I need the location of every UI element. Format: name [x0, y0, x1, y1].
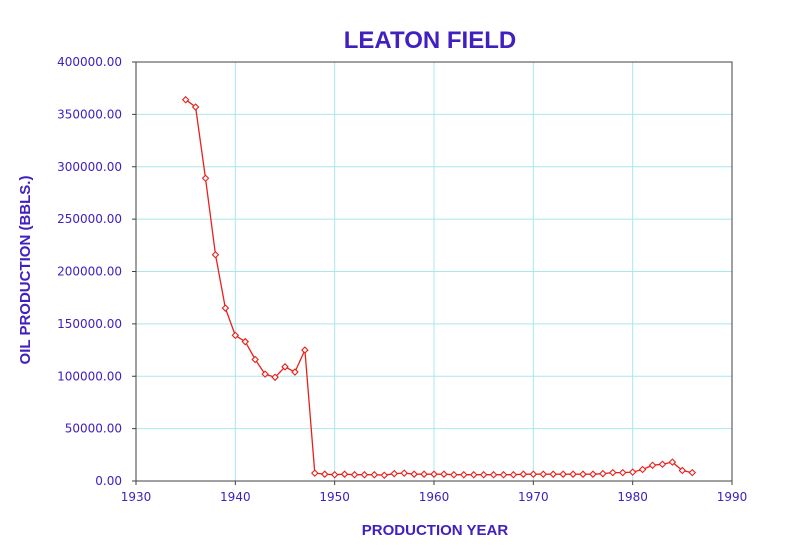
y-tick-label: 300000.00 [57, 160, 122, 174]
x-tick-label: 1980 [617, 490, 648, 504]
data-point [340, 470, 349, 478]
data-point [450, 470, 458, 479]
grid [136, 62, 732, 481]
x-tick-label: 1940 [220, 490, 251, 504]
y-tick-label: 250000.00 [57, 212, 122, 226]
data-point [201, 174, 210, 183]
y-axis-ticks: 0.00 50000.00 100000.00 150000.00 200000.00 2… [57, 55, 136, 488]
series-line [185, 99, 693, 476]
data-point [559, 470, 567, 478]
x-tick-label: 1960 [419, 490, 450, 504]
data-point [539, 470, 548, 478]
data-point [569, 470, 577, 478]
data-point [221, 304, 230, 312]
data-point [420, 470, 428, 478]
x-tick-label: 1930 [121, 490, 152, 504]
series [181, 95, 697, 480]
y-tick-label: 0.00 [95, 474, 122, 488]
y-axis-title: OIL PRODUCTION (BBLS.) [17, 176, 34, 365]
data-point [479, 470, 488, 479]
y-tick-label: 150000.00 [57, 317, 122, 331]
chart-title: LEATON FIELD [344, 27, 516, 54]
data-point [519, 470, 528, 478]
x-axis-ticks: 1930 1940 1950 1960 1970 1980 1990 [121, 481, 748, 504]
data-point [440, 470, 448, 478]
data-point [191, 103, 200, 111]
data-point [658, 460, 667, 469]
data-point [311, 469, 319, 477]
data-point [579, 470, 587, 478]
data-point [589, 470, 597, 478]
data-point [628, 468, 637, 476]
data-point [410, 470, 418, 478]
data-point [350, 470, 359, 479]
data-point [599, 469, 607, 478]
data-point [678, 466, 687, 475]
y-tick-label: 350000.00 [57, 107, 122, 121]
x-tick-label: 1970 [518, 490, 549, 504]
x-tick-label: 1950 [319, 490, 350, 504]
data-point [360, 470, 369, 479]
data-point [380, 471, 389, 480]
data-point [460, 470, 468, 479]
data-point [509, 470, 518, 479]
data-point [469, 470, 478, 479]
data-point [489, 470, 498, 479]
data-point [231, 331, 240, 340]
data-point [648, 461, 657, 470]
data-point [241, 337, 250, 346]
data-point [609, 468, 617, 477]
y-tick-label: 50000.00 [65, 422, 122, 436]
data-point [549, 470, 557, 478]
x-axis-title: PRODUCTION YEAR [362, 522, 509, 539]
data-point [529, 470, 538, 478]
data-point [261, 370, 269, 378]
data-point [271, 373, 279, 382]
data-point [499, 470, 508, 479]
data-point [618, 468, 627, 477]
data-point [390, 469, 399, 478]
data-point [370, 470, 379, 479]
y-tick-label: 400000.00 [57, 55, 122, 69]
data-point [638, 465, 647, 474]
data-point [320, 470, 329, 478]
x-tick-label: 1990 [717, 490, 748, 504]
y-tick-label: 100000.00 [57, 369, 122, 383]
data-point [688, 468, 697, 477]
data-point [400, 469, 408, 477]
data-point [281, 363, 289, 371]
data-point [301, 346, 309, 354]
data-point [291, 368, 299, 376]
data-point [430, 470, 438, 478]
data-point [181, 95, 190, 104]
y-tick-label: 200000.00 [57, 265, 122, 279]
data-point [668, 458, 677, 466]
data-point [211, 250, 220, 259]
data-point [251, 355, 259, 364]
data-point [330, 470, 339, 479]
